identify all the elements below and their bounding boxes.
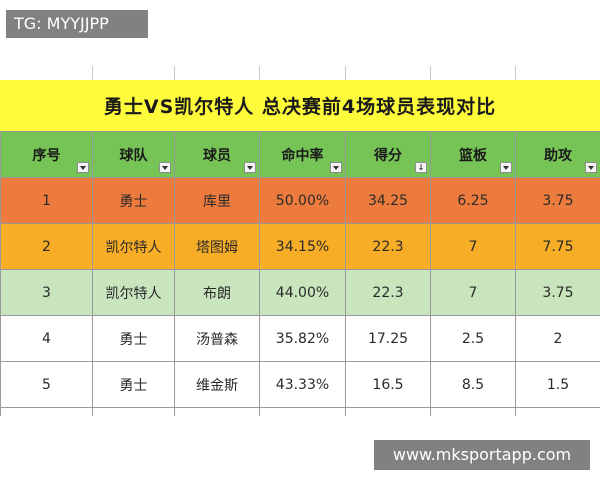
cell-points[interactable]: 17.25	[345, 315, 431, 362]
cell-index[interactable]: 5	[0, 361, 93, 408]
cell-index[interactable]: 4	[0, 315, 93, 362]
col-header-team: 球队	[92, 131, 175, 178]
cell-player[interactable]: 布朗	[174, 269, 260, 316]
col-header-assists: 助攻	[515, 131, 600, 178]
cell-team[interactable]: 勇士	[92, 177, 175, 224]
table-title: 勇士VS凯尔特人 总决赛前4场球员表现对比	[103, 96, 497, 118]
cell-rebounds[interactable]: 8.5	[430, 361, 516, 408]
col-header-label: 球员	[203, 147, 231, 164]
cell-fg-pct[interactable]: 35.82%	[259, 315, 346, 362]
table-row: 5 勇士 维金斯 43.33% 16.5 8.5 1.5	[0, 361, 600, 408]
filter-dropdown-button[interactable]	[159, 162, 171, 173]
chevron-down-icon	[503, 165, 509, 170]
cell-team[interactable]: 勇士	[92, 315, 175, 362]
title-row: 勇士VS凯尔特人 总决赛前4场球员表现对比	[0, 80, 600, 132]
filter-dropdown-button[interactable]	[330, 162, 342, 173]
column-divider	[515, 66, 516, 80]
cell-index[interactable]: 1	[0, 177, 93, 224]
table-row: 3 凯尔特人 布朗 44.00% 22.3 7 3.75	[0, 269, 600, 316]
filter-dropdown-button[interactable]	[77, 162, 89, 173]
cell-fg-pct[interactable]: 43.33%	[259, 361, 346, 408]
column-divider	[345, 66, 346, 80]
column-divider	[430, 66, 431, 80]
cell-fg-pct[interactable]: 44.00%	[259, 269, 346, 316]
col-header-rebounds: 篮板	[430, 131, 516, 178]
cell-rebounds[interactable]: 7	[430, 223, 516, 270]
cell-points[interactable]: 34.25	[345, 177, 431, 224]
column-divider	[174, 66, 175, 80]
cell-assists[interactable]: 3.75	[515, 269, 600, 316]
empty-cell[interactable]	[92, 407, 175, 416]
chevron-down-icon	[588, 165, 594, 170]
chevron-down-icon	[80, 165, 86, 170]
cell-points[interactable]: 22.3	[345, 269, 431, 316]
cell-assists[interactable]: 2	[515, 315, 600, 362]
cell-team[interactable]: 勇士	[92, 361, 175, 408]
sort-filter-button[interactable]: ↓	[415, 162, 427, 173]
empty-cell[interactable]	[515, 407, 600, 416]
column-divider	[259, 66, 260, 80]
col-header-label: 序号	[32, 147, 61, 164]
cell-fg-pct[interactable]: 50.00%	[259, 177, 346, 224]
cell-rebounds[interactable]: 6.25	[430, 177, 516, 224]
chevron-down-icon	[162, 165, 168, 170]
cell-assists[interactable]: 3.75	[515, 177, 600, 224]
cell-index[interactable]: 2	[0, 223, 93, 270]
header-row: 序号 球队 球员 命中率 得分 ↓	[0, 131, 600, 178]
sort-descending-icon: ↓	[417, 162, 425, 172]
cell-assists[interactable]: 1.5	[515, 361, 600, 408]
cell-assists[interactable]: 7.75	[515, 223, 600, 270]
col-header-label: 得分	[374, 147, 402, 164]
cell-fg-pct[interactable]: 34.15%	[259, 223, 346, 270]
cell-team[interactable]: 凯尔特人	[92, 223, 175, 270]
col-header-label: 球队	[119, 147, 148, 164]
cell-points[interactable]: 22.3	[345, 223, 431, 270]
cell-points[interactable]: 16.5	[345, 361, 431, 408]
empty-cell[interactable]	[0, 407, 93, 416]
filter-dropdown-button[interactable]	[500, 162, 512, 173]
cell-player[interactable]: 维金斯	[174, 361, 260, 408]
col-header-fg-pct: 命中率	[259, 131, 346, 178]
col-header-index: 序号	[0, 131, 93, 178]
table-row: 1 勇士 库里 50.00% 34.25 6.25 3.75	[0, 177, 600, 224]
column-header-strip	[0, 66, 600, 81]
cell-player[interactable]: 汤普森	[174, 315, 260, 362]
empty-cell[interactable]	[259, 407, 346, 416]
col-header-player: 球员	[174, 131, 260, 178]
chevron-down-icon	[247, 165, 253, 170]
cell-player[interactable]: 库里	[174, 177, 260, 224]
cell-rebounds[interactable]: 2.5	[430, 315, 516, 362]
watermark-bottom-right: www.mksportapp.com	[374, 440, 590, 470]
chevron-down-icon	[333, 165, 339, 170]
table-row-cut-off	[0, 407, 600, 416]
cell-index[interactable]: 3	[0, 269, 93, 316]
col-header-label: 命中率	[281, 147, 324, 164]
col-header-label: 助攻	[544, 147, 572, 164]
empty-cell[interactable]	[345, 407, 431, 416]
table-row: 2 凯尔特人 塔图姆 34.15% 22.3 7 7.75	[0, 223, 600, 270]
column-divider	[92, 66, 93, 80]
cell-rebounds[interactable]: 7	[430, 269, 516, 316]
empty-cell[interactable]	[430, 407, 516, 416]
filter-dropdown-button[interactable]	[585, 162, 597, 173]
data-table: 序号 球队 球员 命中率 得分 ↓	[0, 131, 600, 416]
empty-cell[interactable]	[174, 407, 260, 416]
spreadsheet: 勇士VS凯尔特人 总决赛前4场球员表现对比 序号 球队 球员	[0, 66, 600, 416]
watermark-top-left: TG: MYYJJPP	[6, 10, 148, 38]
filter-dropdown-button[interactable]	[244, 162, 256, 173]
col-header-label: 篮板	[459, 147, 487, 164]
col-header-points: 得分 ↓	[345, 131, 431, 178]
cell-team[interactable]: 凯尔特人	[92, 269, 175, 316]
cell-player[interactable]: 塔图姆	[174, 223, 260, 270]
table-row: 4 勇士 汤普森 35.82% 17.25 2.5 2	[0, 315, 600, 362]
